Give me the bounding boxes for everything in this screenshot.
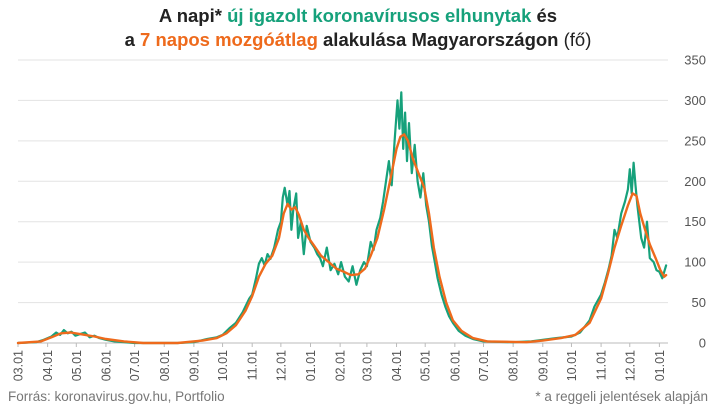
x-tick-label: 01.01 <box>653 350 667 381</box>
x-tick-label: 03.01 <box>12 350 26 381</box>
x-tick-label: 08.01 <box>158 350 172 381</box>
x-axis: 03.01 04.01 05.01 06.01 07.01 08.01 09.01 10.01… <box>12 343 667 381</box>
x-tick-label: 05.01 <box>70 350 84 381</box>
title-daily-label: új igazolt koronavírusos elhunytak <box>227 5 532 26</box>
x-tick-label: 12.01 <box>623 350 637 381</box>
title-text: és <box>531 5 558 26</box>
x-tick-label: 06.01 <box>448 350 462 381</box>
title-text: A napi* <box>158 5 228 26</box>
y-axis: 0 50 100 150 200 250 300 350 <box>684 53 706 351</box>
y-tick-label: 350 <box>684 53 706 68</box>
x-tick-label: 02.01 <box>334 350 348 381</box>
series-lines <box>16 91 668 345</box>
y-tick-label: 50 <box>692 295 706 310</box>
x-tick-label: 05.01 <box>419 350 433 381</box>
x-tick-label: 07.01 <box>477 350 491 381</box>
footnote: * a reggeli jelentések alapján <box>535 389 708 404</box>
x-tick-label: 11.01 <box>595 350 609 380</box>
title-average-label: 7 napos mozgóátlag <box>140 29 318 50</box>
x-tick-label: 04.01 <box>41 350 55 381</box>
x-tick-label: 10.01 <box>565 350 579 381</box>
title-line-1: A napi* új igazolt koronavírusos elhunyt… <box>0 4 716 28</box>
chart-title: A napi* új igazolt koronavírusos elhunyt… <box>0 4 716 52</box>
gridlines <box>18 59 668 344</box>
x-tick-label: 09.01 <box>536 350 550 381</box>
x-tick-label: 12.01 <box>274 350 288 381</box>
source-note: Forrás: koronavirus.gov.hu, Portfolio <box>8 389 225 404</box>
x-tick-label: 10.01 <box>216 350 230 381</box>
series-line-daily <box>16 91 668 345</box>
y-tick-label: 100 <box>684 255 706 270</box>
y-tick-label: 250 <box>684 133 706 148</box>
title-text: alakulása Magyarországon <box>317 29 564 50</box>
x-tick-label: 01.01 <box>304 350 318 381</box>
x-tick-label: 08.01 <box>507 350 521 381</box>
y-tick-label: 150 <box>684 214 706 229</box>
x-tick-label: 04.01 <box>390 350 404 381</box>
y-tick-label: 200 <box>684 174 706 189</box>
series-line-average <box>16 133 668 345</box>
title-unit: (fő) <box>563 29 592 50</box>
x-tick-label: 07.01 <box>128 350 142 381</box>
x-tick-label: 06.01 <box>99 350 113 381</box>
x-tick-label: 11.01 <box>246 350 260 380</box>
y-tick-label: 0 <box>699 336 706 351</box>
title-text: a <box>124 29 141 50</box>
x-tick-label: 03.01 <box>360 350 374 381</box>
y-tick-label: 300 <box>684 93 706 108</box>
x-tick-label: 09.01 <box>187 350 201 381</box>
title-line-2: a 7 napos mozgóátlag alakulása Magyarors… <box>0 28 716 52</box>
